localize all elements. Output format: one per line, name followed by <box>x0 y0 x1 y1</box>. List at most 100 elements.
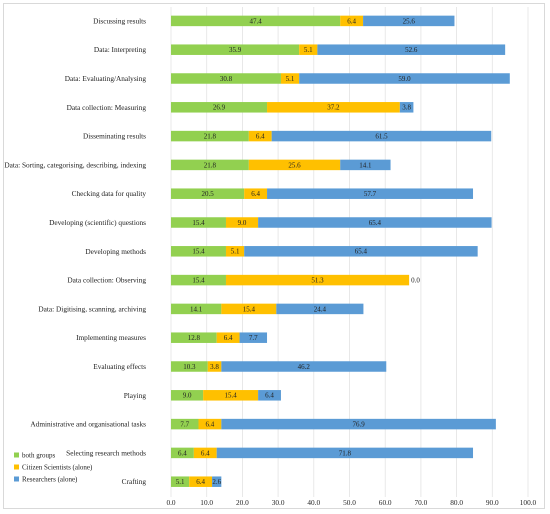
bar-segment <box>299 73 510 84</box>
bars-layer <box>171 15 510 487</box>
category-label: Data: Sorting, categorising, describing,… <box>4 160 146 169</box>
data-labels-layer: 47.4 6.4 25.6 35.9 5.1 52.6 30.8 5.1 59.0 26.9 37.… <box>176 17 421 486</box>
data-label: 9.0 <box>238 219 247 227</box>
data-label: 5.1 <box>231 248 240 256</box>
bar-segment <box>171 447 194 459</box>
bar-segment <box>171 274 226 286</box>
bar-segment <box>171 188 245 199</box>
data-label: 61.5 <box>375 133 388 141</box>
data-label: 3.8 <box>402 104 411 112</box>
data-label: 15.4 <box>224 392 237 400</box>
bar-segment <box>399 102 414 113</box>
bar-segment <box>225 217 259 228</box>
bar-segment <box>171 303 222 315</box>
legend-entry: Researchers (alone) <box>22 476 78 484</box>
data-label: 15.4 <box>192 248 205 256</box>
data-label: 46.2 <box>298 363 311 371</box>
bar-segment <box>239 332 268 343</box>
bar-segment <box>317 44 506 55</box>
data-label: 15.4 <box>192 277 205 285</box>
bar-segment <box>171 418 199 430</box>
data-label: 6.4 <box>251 190 260 198</box>
data-label: 14.1 <box>190 305 203 313</box>
data-label: 5.1 <box>286 75 295 83</box>
category-label: Playing <box>124 391 147 400</box>
bar-segment <box>221 418 496 430</box>
category-label: Crafting <box>122 477 147 486</box>
bar-segment <box>193 447 217 459</box>
bar-segment <box>258 390 281 401</box>
bar-segment <box>216 447 474 459</box>
data-label: 5.1 <box>304 46 313 54</box>
data-label: 35.9 <box>229 46 242 54</box>
category-labels-layer: Discussing results Data: Interpreting Data… <box>4 16 146 486</box>
category-label: Selecting research methods <box>66 448 146 457</box>
data-label: 2.6 <box>212 478 221 486</box>
data-label: 12.8 <box>188 334 201 342</box>
bar-segment <box>363 15 455 27</box>
data-label: 76.9 <box>352 421 365 429</box>
data-label: 15.4 <box>243 305 256 313</box>
data-label: 25.6 <box>288 161 301 169</box>
bar-segment <box>221 303 277 315</box>
category-label: Data: Evaluating/Analysing <box>65 74 147 83</box>
bar-segment <box>244 246 478 257</box>
bar-segment <box>198 418 222 430</box>
bar-segment <box>171 361 208 372</box>
category-label: Data: Digitising, scanning, archiving <box>38 304 146 313</box>
x-tick-label: 80.0 <box>450 498 463 507</box>
x-tick-labels-layer: 0.0 10.0 20.0 30.0 40.0 50.0 60.0 70.0 80.0 90.0 1… <box>166 498 536 507</box>
data-label: 6.4 <box>196 478 205 486</box>
legend: both groups Citizen Scientists (alone) Res… <box>14 452 93 484</box>
chart-frame: 47.4 6.4 25.6 35.9 5.1 52.6 30.8 5.1 59.0 26.9 37.… <box>3 3 545 509</box>
data-label: 65.4 <box>355 248 368 256</box>
x-tick-label: 20.0 <box>236 498 249 507</box>
x-tick-label: 60.0 <box>379 498 392 507</box>
bar-segment <box>248 130 272 142</box>
legend-swatch <box>14 464 19 470</box>
bar-segment <box>340 159 391 171</box>
bar-segment <box>248 159 341 171</box>
data-label: 7.7 <box>180 421 189 429</box>
data-label: 6.4 <box>178 449 187 457</box>
bar-segment <box>171 476 190 487</box>
category-label: Disseminating results <box>83 132 146 141</box>
category-label: Discussing results <box>93 16 146 25</box>
data-label: 6.4 <box>256 133 265 141</box>
bar-segment <box>271 130 492 142</box>
data-label: 3.8 <box>210 363 219 371</box>
data-label: 9.0 <box>183 392 192 400</box>
x-tick-label: 90.0 <box>486 498 499 507</box>
data-label: 20.5 <box>201 190 214 198</box>
x-tick-label: 70.0 <box>415 498 428 507</box>
category-label: Checking data for quality <box>72 189 147 198</box>
data-label: 6.4 <box>201 449 210 457</box>
category-label: Data collection: Measuring <box>67 103 147 112</box>
data-label: 6.4 <box>265 392 274 400</box>
stacked-bar-chart: 47.4 6.4 25.6 35.9 5.1 52.6 30.8 5.1 59.0 26.9 37.… <box>4 7 537 507</box>
data-label: 25.6 <box>403 17 416 25</box>
data-label: 6.4 <box>206 421 215 429</box>
bar-segment <box>244 188 268 199</box>
bar-segment <box>221 361 387 372</box>
bar-segment <box>171 159 249 171</box>
x-tick-label: 40.0 <box>307 498 320 507</box>
category-label: Administrative and organisational tasks <box>30 420 146 429</box>
category-label: Developing methods <box>85 247 146 256</box>
data-label: 71.8 <box>339 449 352 457</box>
data-label: 6.4 <box>224 334 233 342</box>
category-label: Developing (scientific) questions <box>49 218 146 227</box>
bar-segment <box>340 15 364 27</box>
data-label: 51.3 <box>311 277 324 285</box>
bar-segment <box>189 476 213 487</box>
data-label: 65.4 <box>369 219 382 227</box>
bar-segment <box>267 188 474 199</box>
category-label: Data: Interpreting <box>94 45 146 54</box>
category-label: Data collection: Observing <box>67 276 146 285</box>
legend-swatch <box>14 452 19 458</box>
x-tick-label: 100.0 <box>520 498 537 507</box>
x-tick-label: 10.0 <box>200 498 213 507</box>
bar-segment <box>171 390 204 401</box>
data-label: 57.7 <box>364 190 377 198</box>
bar-segment <box>171 102 268 113</box>
